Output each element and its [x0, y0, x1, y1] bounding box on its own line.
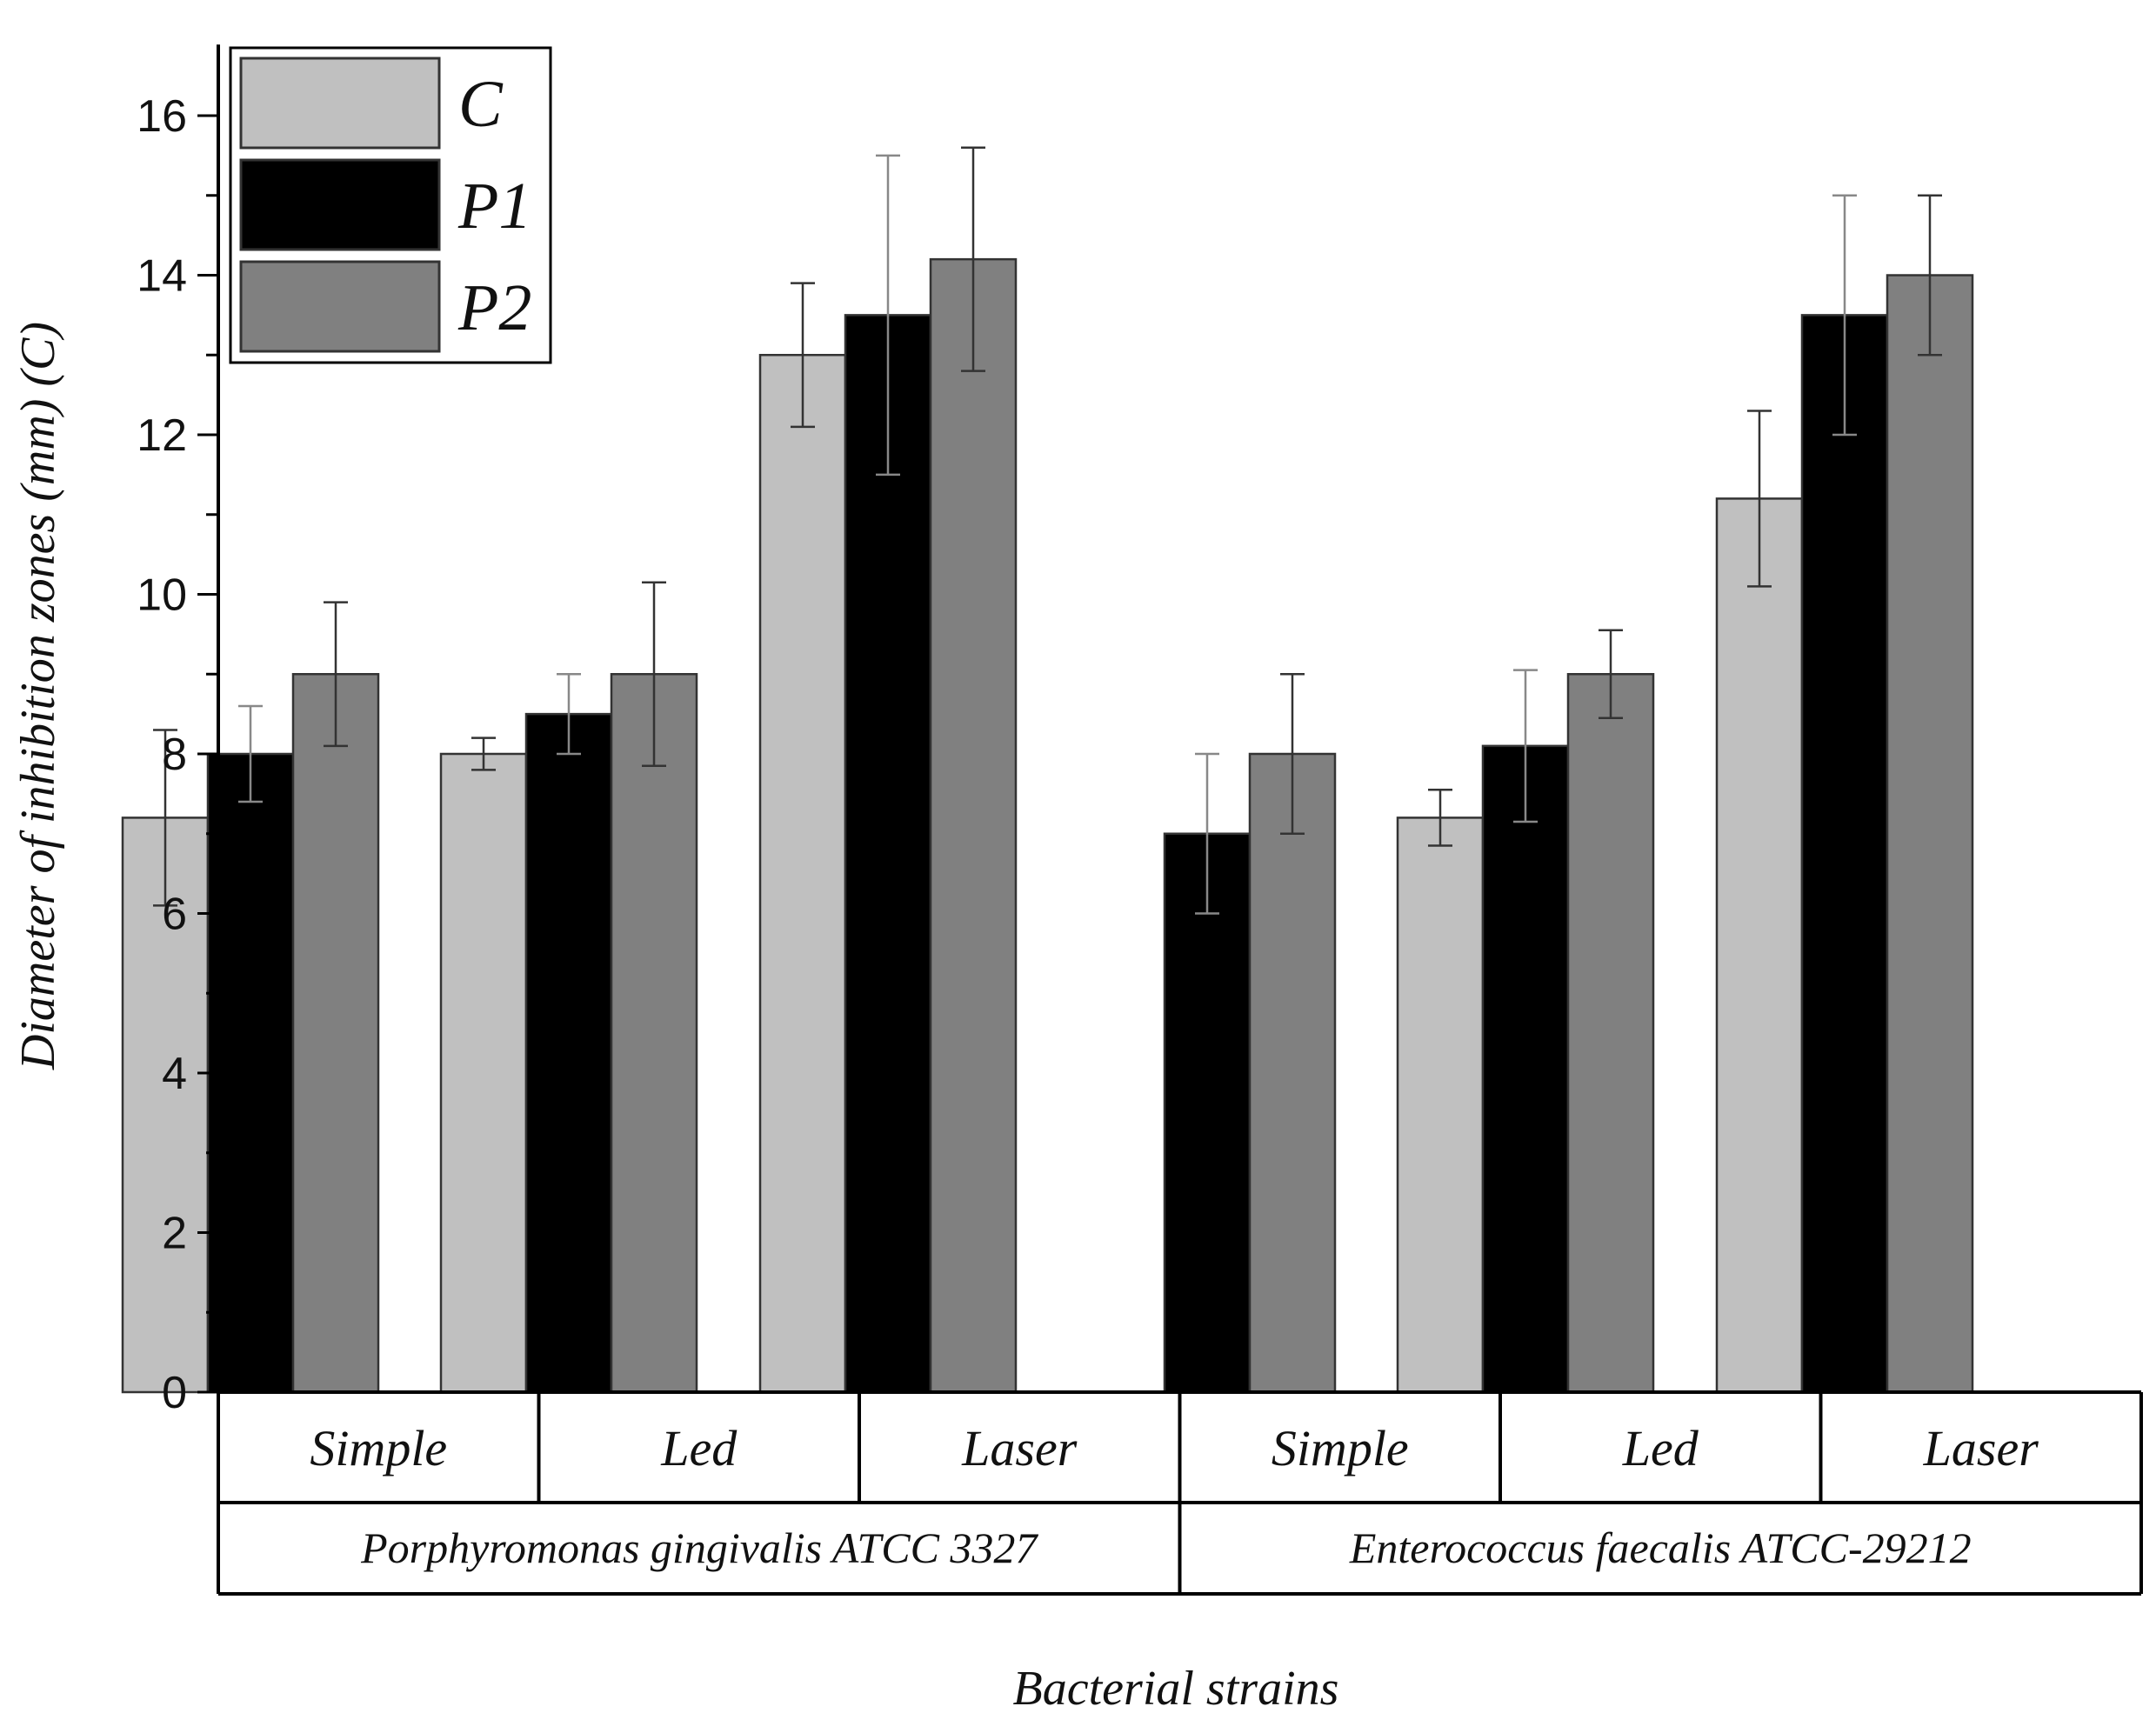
legend-swatch-p2: [239, 260, 441, 353]
bar-p2: [1566, 673, 1655, 1394]
legend-label-c: C: [458, 68, 504, 141]
bar-p1: [844, 314, 932, 1394]
bars-layer: [121, 257, 1974, 1394]
legend: C P1 P2: [229, 46, 552, 364]
y-axis-title: Diameter of inhibition zones (mm) (C): [11, 322, 65, 1070]
legend-label-p1: P1: [457, 170, 531, 243]
group-label: Enterococcus faecalis ATCC-29212: [1349, 1523, 1972, 1572]
bar-p2: [929, 257, 1018, 1394]
category-label: Laser: [961, 1420, 1078, 1476]
bar-c: [1396, 817, 1485, 1394]
y-tick-label: 8: [162, 730, 187, 780]
category-table: Simple Led Laser Simple Led Laser Porphyromona…: [217, 1392, 2143, 1596]
y-tick-label: 4: [162, 1049, 187, 1099]
category-label: Simple: [1272, 1420, 1409, 1476]
bar-c: [1715, 497, 1804, 1394]
bar-p1: [524, 712, 613, 1394]
bar-p1: [206, 752, 295, 1394]
error-bars-layer: [153, 146, 1942, 915]
bar-c: [121, 817, 210, 1394]
bar-p2: [291, 673, 380, 1394]
y-tick-label: 2: [162, 1209, 187, 1259]
legend-swatch-c: [239, 57, 441, 150]
group-label: Porphyromonas gingivalis ATCC 3327: [360, 1523, 1038, 1572]
bar-p2: [1248, 752, 1337, 1394]
legend-swatch-p1: [239, 158, 441, 251]
y-tick-label: 10: [137, 570, 187, 621]
y-tick-label: 16: [137, 91, 187, 142]
category-label: Led: [1622, 1420, 1699, 1476]
x-axis-title: Bacterial strains: [1013, 1662, 1339, 1716]
bar-p1: [1163, 832, 1252, 1394]
category-label: Led: [660, 1420, 738, 1476]
bar-p1: [1481, 744, 1570, 1394]
bar-p2: [1886, 274, 1974, 1394]
bar-p1: [1800, 314, 1889, 1394]
legend-label-p2: P2: [457, 271, 531, 344]
bar-c: [439, 752, 528, 1394]
y-tick-label: 14: [137, 251, 187, 302]
y-tick-label: 6: [162, 890, 187, 940]
bar-p2: [610, 673, 698, 1394]
category-label: Laser: [1923, 1420, 2039, 1476]
bar-c: [758, 354, 847, 1394]
category-label: Simple: [310, 1420, 447, 1476]
y-tick-label: 12: [137, 410, 187, 461]
y-tick-label: 0: [162, 1368, 187, 1418]
